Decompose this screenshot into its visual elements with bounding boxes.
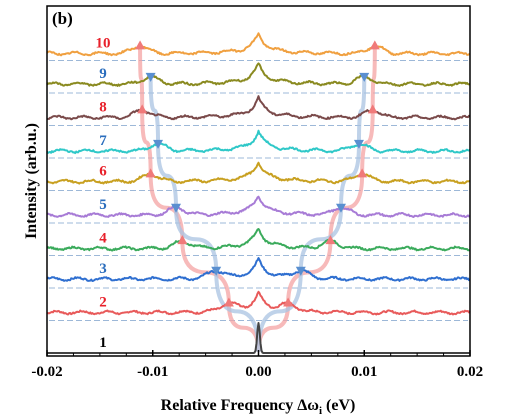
x-axis-title: Relative Frequency Δωi (eV) [161,397,356,417]
marker-down-5-1 [335,203,346,213]
x-tick-label-4: 0.02 [457,364,483,380]
marker-up-10-1 [369,40,380,50]
marker-up-10-0 [135,40,146,50]
marker-down-3-0 [211,266,222,276]
index-label-10: 10 [96,36,111,52]
marker-down-5-0 [171,203,182,213]
marker-up-8-1 [367,104,378,114]
trace-5 [46,195,471,218]
marker-up-2-1 [283,297,294,307]
index-label-4: 4 [99,231,107,247]
x-tick-label-1: -0.01 [137,364,168,380]
trace-2 [46,290,471,316]
y-axis-title: Intensity (arb.u.) [23,123,40,239]
index-labels: 1 2 3 4 5 6 7 8 9 10 [96,36,111,352]
x-axis-title-unit: (eV) [322,397,355,414]
marker-up-6-0 [145,168,156,178]
x-tick-label-3: 0.01 [351,364,377,380]
index-label-9: 9 [99,66,107,82]
x-ticks: -0.02 -0.01 0.00 0.01 0.02 [31,350,483,380]
marker-up-4-1 [325,235,336,245]
trace-1 [47,322,470,354]
x-tick-label-0: -0.02 [31,364,62,380]
marker-up-4-0 [177,235,188,245]
baselines [49,60,468,321]
trace-8 [46,95,471,121]
trace-4 [46,228,471,252]
index-label-8: 8 [99,100,107,116]
index-label-7: 7 [99,133,107,149]
index-label-2: 2 [99,295,107,311]
x-tick-label-2: 0.00 [245,364,271,380]
marker-down-7-1 [353,139,364,149]
marker-down-9-1 [359,72,370,82]
marker-down-7-0 [153,139,164,149]
x-axis-title-main: Relative Frequency Δω [161,397,320,414]
index-label-1: 1 [99,335,107,351]
marker-down-3-1 [295,266,306,276]
index-label-3: 3 [99,261,107,277]
index-label-5: 5 [99,197,107,213]
marker-up-2-0 [223,297,234,307]
marker-up-8-0 [137,104,148,114]
index-label-6: 6 [99,164,107,180]
spectra-traces [46,32,471,354]
trace-3 [46,257,471,282]
trace-9 [46,62,471,87]
trace-6 [46,161,471,185]
trace-7 [46,129,471,155]
x-axis-title-sub: i [319,405,322,417]
sideband-markers [135,40,380,307]
marker-down-9-0 [145,72,156,82]
trace-10 [46,32,471,57]
panel-label: (b) [52,9,73,28]
marker-up-6-1 [357,168,368,178]
